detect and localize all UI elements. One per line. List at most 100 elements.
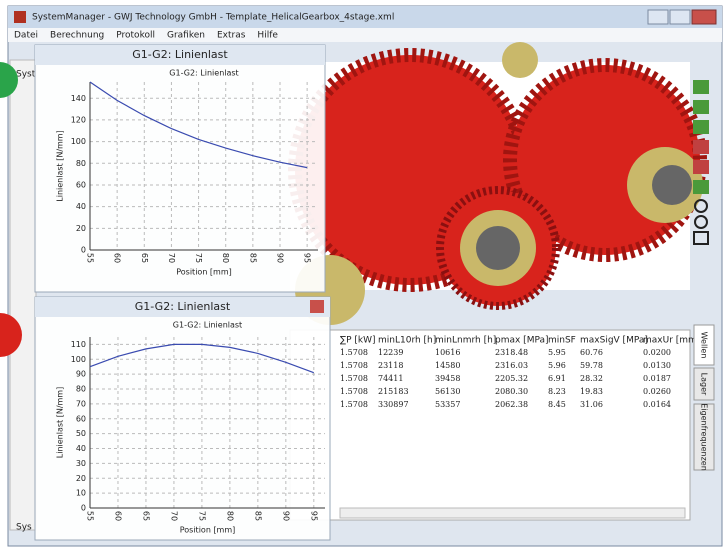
plot-window: G1-G2: Linienlast G1-G2: Linienlast 0 20 40 6… [34, 44, 326, 293]
table-cell: 31.06 [580, 400, 603, 409]
y-tick-label: 20 [76, 224, 86, 233]
x-tick-label: 70 [167, 253, 176, 263]
gear-thumb [0, 313, 22, 357]
table-cell: 74411 [378, 374, 403, 383]
app-icon [14, 11, 26, 23]
zoom-out[interactable] [694, 215, 708, 229]
window-title: SystemManager - GWJ Technology GmbH - Te… [32, 13, 394, 23]
y-tick-label: 20 [76, 474, 86, 483]
results-table [289, 329, 691, 521]
table-cell: 8.23 [548, 387, 566, 396]
x-tick-label: 85 [248, 253, 257, 263]
data-line [89, 343, 315, 374]
x-tick-label: 75 [197, 511, 206, 521]
y-tick-label: 120 [71, 115, 86, 124]
y-tick-label: 110 [71, 340, 86, 349]
window-title: G1-G2: Linienlast [135, 300, 231, 313]
menu-item[interactable]: Berechnung [50, 31, 104, 41]
column-header: ∑P [kW] [340, 336, 376, 346]
table-cell: 1.5708 [340, 387, 368, 396]
x-tick-label: 55 [86, 253, 95, 263]
tool-button[interactable] [693, 180, 709, 194]
table-cell: 215183 [378, 387, 409, 396]
menu-item[interactable]: Grafiken [167, 31, 205, 41]
table-cell: 60.76 [580, 348, 603, 357]
table-cell: 2205.32 [495, 374, 528, 383]
table: ∑P [kW] minL10rh [h]minLnmrh [h]pmax [MPa… [340, 336, 700, 410]
y-tick-label: 50 [76, 429, 86, 438]
close-button[interactable] [310, 300, 324, 313]
menu-item[interactable]: Protokoll [116, 31, 155, 41]
close-button[interactable] [691, 9, 717, 25]
tool-button[interactable] [693, 120, 709, 134]
y-tick-label: 40 [76, 444, 86, 453]
bearing [502, 42, 538, 78]
y-tick-label: 90 [76, 370, 86, 379]
x-tick-label: 90 [276, 253, 285, 263]
x-tick-label: 80 [225, 511, 234, 521]
menu-item[interactable]: Hilfe [257, 31, 278, 41]
tool-button[interactable] [693, 100, 709, 114]
table-cell: 0.0164 [643, 400, 671, 409]
table-cell: 14580 [435, 361, 460, 370]
y-tick-label: 30 [76, 459, 86, 468]
tool-button[interactable] [693, 160, 709, 174]
x-tick-label: 65 [141, 511, 150, 521]
left-label: Syst [16, 70, 36, 80]
y-tick-label: 40 [76, 202, 86, 211]
plot-title: G1-G2: Linienlast [169, 69, 238, 78]
tab[interactable] [693, 403, 715, 471]
x-tick-label: 85 [253, 511, 262, 521]
y-tick-label: 10 [76, 489, 86, 498]
x-tick-label: 75 [194, 253, 203, 263]
minimize-button[interactable] [647, 9, 669, 25]
zoom-fit[interactable] [693, 231, 709, 245]
table-cell: 5.96 [548, 361, 566, 370]
x-tick-label: 95 [303, 253, 312, 263]
y-tick-label: 80 [76, 385, 86, 394]
x-tick-label: 60 [113, 253, 122, 263]
plot-window: G1-G2: Linienlast G1-G2: Linienlast 0 10 20 3… [34, 296, 331, 541]
tab-label: Lager [700, 373, 709, 396]
maximize-button[interactable] [669, 9, 691, 25]
decor-icon [0, 62, 18, 98]
window-header [35, 297, 330, 317]
table-cell: 1.5708 [340, 400, 368, 409]
table-cell: 23118 [378, 361, 403, 370]
shaft [476, 226, 520, 270]
menu-item[interactable]: Datei [14, 31, 38, 41]
zoom-in[interactable] [694, 199, 708, 213]
column-header: maxSigV [MPa] [580, 336, 648, 346]
y-tick-label: 100 [71, 355, 86, 364]
table-cell: 1.5708 [340, 374, 368, 383]
tab-label: Wellen [700, 332, 709, 359]
table-cell: 19.83 [580, 387, 603, 396]
plot-title: G1-G2: Linienlast [173, 321, 242, 330]
column-header: minSF [548, 336, 576, 346]
table-cell: 53357 [435, 400, 460, 409]
menu-bar [8, 28, 722, 42]
gears [288, 42, 707, 325]
tab[interactable] [693, 367, 715, 401]
tool-button[interactable] [693, 140, 709, 154]
table-cell: 8.45 [548, 400, 566, 409]
window-header [35, 45, 325, 65]
x-axis-label: Position [mm] [180, 526, 236, 535]
table-cell: 10616 [435, 348, 460, 357]
table-cell: 2316.03 [495, 361, 528, 370]
table-cell: 6.91 [548, 374, 566, 383]
x-tick-label: 60 [113, 511, 122, 521]
x-tick-label: 80 [221, 253, 230, 263]
y-tick-label: 70 [76, 399, 86, 408]
scrollbar[interactable] [339, 507, 686, 519]
menu: Datei Berechnung Protokoll Grafiken Extras Hi… [14, 31, 278, 41]
table-cell: 330897 [378, 400, 409, 409]
column-header: minLnmrh [h] [435, 336, 496, 346]
menu-item[interactable]: Extras [217, 31, 246, 41]
window-frame [34, 44, 326, 293]
table-cell: 56130 [435, 387, 460, 396]
table-cell: 2080.30 [495, 387, 528, 396]
tool-button[interactable] [693, 80, 709, 94]
tab[interactable] [693, 324, 715, 366]
